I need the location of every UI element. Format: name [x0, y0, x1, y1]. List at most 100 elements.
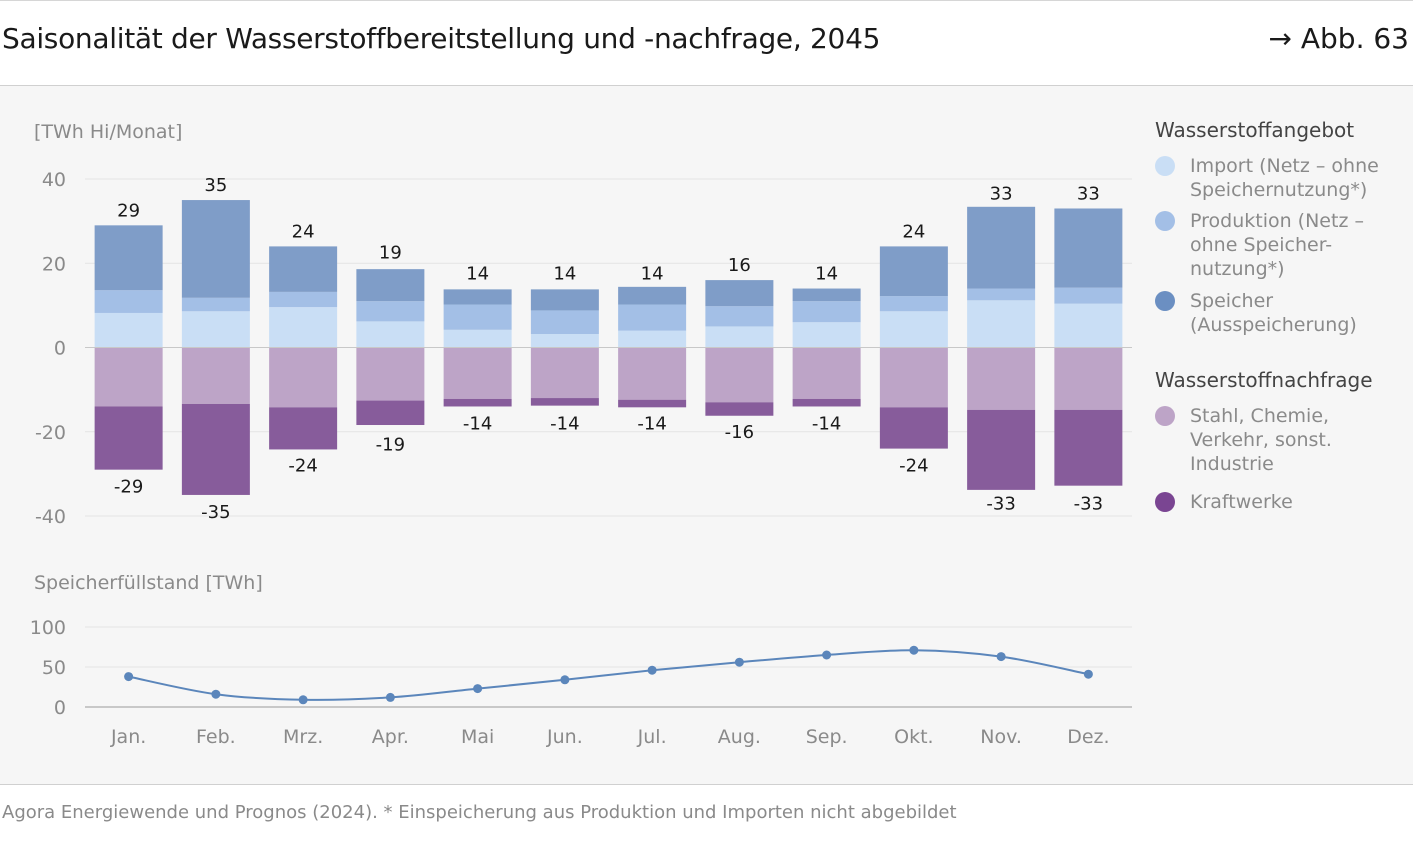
line-y-tick-label-0: 100: [30, 617, 66, 639]
bar-segment-1-5: [530, 310, 599, 335]
bar-segment-4-4: [443, 398, 512, 407]
bar-total-negative-label-8: -14: [812, 413, 841, 434]
bar-segment-2-3: [356, 269, 425, 302]
legend-swatch-produktion: [1155, 211, 1175, 231]
bar-total-positive-label-5: 14: [553, 264, 576, 285]
bar-segment-2-0: [94, 225, 163, 291]
bar-segment-0-9: [879, 311, 948, 348]
bar-segment-2-2: [269, 246, 338, 292]
bar-total-positive-label-1: 35: [204, 175, 227, 196]
bar-segment-3-0: [94, 347, 163, 407]
bar-segment-4-10: [967, 409, 1036, 490]
bar-segment-4-8: [792, 398, 861, 407]
bar-total-negative-label-2: -24: [288, 456, 317, 477]
bar-segment-1-7: [705, 306, 774, 327]
bar-segment-4-2: [269, 407, 338, 450]
line-point-9: [909, 645, 919, 655]
figure-reference: → Abb. 63: [1268, 22, 1410, 55]
x-category-label-11: Dez.: [1067, 726, 1109, 748]
chart-canvas: [TWh Hi/Monat] 40 20 0 -20 -40 29 -29 35 -35 24 -24…: [30, 121, 1132, 748]
bar-total-negative-label-1: -35: [201, 502, 230, 523]
bar-total-negative-label-0: -29: [114, 477, 143, 498]
bar-segment-3-7: [705, 347, 774, 403]
line-point-3: [385, 692, 395, 702]
x-category-label-0: Jan.: [110, 726, 146, 748]
bar-segment-1-4: [443, 304, 512, 330]
line-title: Speicherfüllstand [TWh]: [34, 572, 263, 594]
bar-total-negative-label-3: -19: [376, 435, 405, 456]
x-category-label-8: Sep.: [806, 726, 848, 748]
bar-segment-3-5: [530, 347, 599, 399]
line-y-tick-label-1: 50: [42, 657, 66, 679]
source-note: Agora Energiewende und Prognos (2024). *…: [2, 802, 957, 823]
bar-y-tick-label-3: -20: [35, 422, 66, 444]
x-category-label-1: Feb.: [196, 726, 236, 748]
bar-total-negative-label-6: -14: [637, 413, 666, 434]
bar-total-positive-label-2: 24: [292, 221, 315, 242]
bar-total-negative-label-10: -33: [986, 494, 1015, 515]
bar-segment-4-7: [705, 402, 774, 416]
bar-segment-0-11: [1054, 303, 1123, 348]
bar-segment-1-3: [356, 301, 425, 322]
bar-total-negative-label-5: -14: [550, 413, 579, 434]
bar-total-negative-label-4: -14: [463, 413, 492, 434]
bar-total-positive-label-8: 14: [815, 264, 838, 285]
x-category-label-3: Apr.: [372, 726, 409, 748]
bar-total-positive-label-0: 29: [117, 200, 140, 221]
bar-segment-0-2: [269, 307, 338, 348]
bar-segment-0-8: [792, 322, 861, 348]
bar-segment-4-3: [356, 400, 425, 426]
bar-segment-2-8: [792, 288, 861, 302]
bar-segment-1-8: [792, 301, 861, 323]
bar-total-positive-label-7: 16: [728, 255, 751, 276]
bar-y-tick-label-2: 0: [54, 338, 66, 360]
bar-total-negative-label-11: -33: [1074, 494, 1103, 515]
line-point-1: [211, 689, 221, 699]
legend-label-import: Import (Netz – ohne Speichernutzung*): [1190, 155, 1379, 201]
line-point-0: [124, 672, 134, 682]
line-point-6: [647, 665, 657, 675]
chart-panel: [TWh Hi/Monat] 40 20 0 -20 -40 29 -29 35 -35 24 -24…: [0, 85, 1413, 785]
bar-segment-3-6: [618, 347, 687, 400]
legend-swatch-kraftwerke: [1155, 492, 1175, 512]
bar-total-positive-label-3: 19: [379, 242, 402, 263]
bar-segment-4-9: [879, 407, 948, 449]
line-point-2: [298, 695, 308, 705]
bar-segment-2-1: [181, 200, 250, 298]
line-point-11: [1083, 669, 1093, 679]
bar-segment-1-0: [94, 290, 163, 313]
x-category-label-2: Mrz.: [283, 726, 323, 748]
line-point-7: [734, 657, 744, 667]
x-category-label-7: Aug.: [718, 726, 761, 748]
legend-swatch-import: [1155, 156, 1175, 176]
legend-label-kraftwerke: Kraftwerke: [1190, 491, 1293, 513]
x-category-label-4: Mai: [461, 726, 494, 748]
bar-segment-1-9: [879, 296, 948, 312]
line-point-8: [822, 650, 832, 660]
bar-segment-3-8: [792, 347, 861, 399]
bar-segment-2-5: [530, 289, 599, 311]
bar-segment-0-5: [530, 334, 599, 348]
legend-heading-supply: Wasserstoffangebot: [1155, 118, 1355, 142]
legend-label-industrie: Stahl, Chemie, Verkehr, sonst. Industrie: [1190, 405, 1332, 475]
x-category-label-9: Okt.: [894, 726, 933, 748]
bar-segment-4-0: [94, 406, 163, 470]
legend-heading-demand: Wasserstoffnachfrage: [1155, 368, 1373, 392]
bar-segment-0-0: [94, 312, 163, 348]
bar-segment-0-3: [356, 321, 425, 348]
bar-segment-0-1: [181, 311, 250, 348]
x-category-label-6: Jul.: [637, 726, 667, 748]
bar-y-tick-label-4: -40: [35, 506, 66, 528]
bar-segment-1-2: [269, 291, 338, 308]
line-point-5: [560, 675, 570, 685]
bar-total-positive-label-9: 24: [902, 221, 925, 242]
legend-label-produktion: Produktion (Netz – ohne Speicher-nutzung…: [1190, 210, 1364, 280]
x-category-label-10: Nov.: [980, 726, 1022, 748]
bar-segment-2-7: [705, 280, 774, 307]
bar-segment-2-10: [967, 206, 1036, 289]
bar-segment-3-4: [443, 347, 512, 399]
bar-segment-4-6: [618, 399, 687, 408]
bar-total-positive-label-4: 14: [466, 264, 489, 285]
bar-segment-2-11: [1054, 208, 1123, 288]
bar-segment-4-5: [530, 398, 599, 406]
